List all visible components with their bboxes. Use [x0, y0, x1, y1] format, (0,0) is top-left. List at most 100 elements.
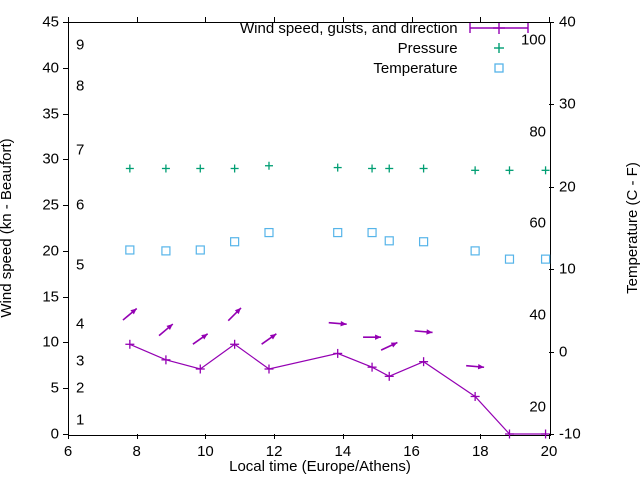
beaufort-label-1: 1: [76, 411, 85, 429]
x-axis-title: Local time (Europe/Athens): [229, 458, 411, 475]
y-tick-left-15: [63, 296, 68, 298]
wind-point: [504, 429, 514, 439]
fahrenheit-label-60: 60: [529, 214, 546, 232]
x-tick-6: [68, 434, 69, 439]
fahrenheit-label-100: 100: [520, 31, 546, 49]
wind-point: [367, 362, 377, 372]
pressure-point: [541, 166, 550, 175]
y-tick-left-35: [63, 113, 68, 115]
pressure-point: [196, 164, 205, 173]
wind-point: [125, 339, 135, 349]
temperature-point: [540, 254, 551, 264]
wind-direction-arrow-icon: [414, 329, 433, 335]
legend-item-temperature: Temperature: [240, 58, 530, 78]
legend-item-pressure: Pressure: [240, 38, 530, 58]
x-tick-16: [411, 434, 413, 439]
y-tick-right-10: [549, 269, 554, 271]
series-canvas: [122, 161, 551, 439]
y-tick-left-5: [63, 388, 68, 390]
y-tick-right-20: [549, 186, 554, 188]
y-tick-label-left-10: 10: [42, 333, 59, 351]
x-tick-20: [549, 434, 550, 439]
fahrenheit-label-40: 40: [529, 306, 546, 324]
legend-label-wind: Wind speed, gusts, and direction: [240, 19, 458, 37]
temperature-point: [384, 236, 394, 246]
wind-point: [333, 348, 343, 358]
temperature-point: [195, 245, 205, 255]
y-tick-label-right--10: -10: [559, 425, 581, 443]
y-tick-label-right-20: 20: [559, 178, 576, 196]
wind-direction-arrow-icon: [192, 333, 209, 345]
x-tick-label-20: 20: [540, 443, 558, 460]
beaufort-label-3: 3: [76, 352, 85, 370]
wind-direction-arrow-icon: [227, 307, 242, 322]
wind-point: [264, 364, 274, 374]
y-tick-label-left-40: 40: [42, 59, 59, 77]
legend-key-pressure-plus-icon: [468, 39, 530, 57]
wind-direction-arrow-icon: [122, 307, 138, 321]
y-tick-right-40: [549, 22, 554, 23]
legend-label-pressure: Pressure: [397, 39, 458, 57]
y-tick-left-40: [63, 67, 68, 69]
wind-point: [419, 357, 429, 367]
y-tick-left-45: [63, 22, 68, 23]
x-tick-top-6: [68, 17, 69, 22]
x-tick-label-6: 6: [63, 443, 73, 460]
x-tick-label-18: 18: [471, 443, 489, 460]
x-tick-top-12: [274, 17, 276, 22]
x-tick-label-14: 14: [334, 443, 352, 460]
beaufort-label-9: 9: [76, 36, 85, 54]
temperature-point: [418, 237, 429, 247]
pressure-point: [419, 164, 428, 173]
y-tick-left-30: [63, 159, 68, 161]
pressure-point: [125, 164, 134, 173]
wind-point: [195, 364, 205, 374]
wind-direction-arrow-icon: [363, 334, 382, 340]
pressure-point: [471, 166, 480, 175]
y-tick-label-left-20: 20: [42, 242, 59, 260]
y-tick-left-20: [63, 250, 68, 252]
y-tick-label-right-0: 0: [559, 343, 568, 361]
y-tick-left-25: [63, 205, 68, 207]
y-tick-left-10: [63, 342, 68, 344]
temperature-point: [333, 227, 343, 238]
beaufort-label-8: 8: [76, 77, 85, 95]
wind-speed-line: [129, 343, 546, 435]
x-tick-top-18: [480, 17, 482, 22]
x-tick-12: [274, 434, 276, 439]
pressure-point: [230, 164, 239, 173]
x-tick-14: [342, 434, 344, 439]
y-tick-label-left-35: 35: [42, 105, 59, 123]
wind-point: [541, 429, 551, 439]
temperature-point: [125, 245, 135, 255]
wind-point: [470, 391, 480, 401]
wind-direction-arrow-icon: [466, 364, 485, 370]
beaufort-label-2: 2: [76, 379, 85, 397]
temperature-point: [264, 227, 274, 238]
fahrenheit-label-20: 20: [529, 398, 546, 416]
x-tick-label-10: 10: [197, 443, 214, 460]
y-tick-label-right-10: 10: [559, 260, 576, 278]
x-tick-top-8: [136, 17, 138, 22]
y-tick-label-left-25: 25: [42, 196, 59, 214]
x-tick-label-12: 12: [265, 443, 283, 460]
y-tick-label-left-0: 0: [50, 425, 59, 443]
temperature-point: [230, 237, 240, 247]
temperature-point: [470, 246, 480, 256]
y-tick-label-right-30: 30: [559, 95, 576, 113]
y-tick-right-30: [549, 104, 554, 106]
y-tick-label-left-15: 15: [42, 288, 59, 306]
chart-legend: Wind speed, gusts, and direction Pressur…: [240, 18, 530, 78]
x-tick-label-16: 16: [403, 443, 420, 460]
y-tick-label-left-45: 45: [42, 13, 59, 31]
temperature-point: [504, 254, 515, 264]
y-tick-label-left-30: 30: [42, 150, 59, 168]
y-tick-label-right-40: 40: [559, 13, 576, 31]
x-tick-label-8: 8: [132, 443, 141, 460]
wind-point: [230, 339, 240, 349]
temperature-point: [367, 227, 377, 238]
beaufort-label-7: 7: [76, 141, 85, 159]
pressure-point: [368, 164, 377, 173]
wind-point: [161, 355, 171, 365]
